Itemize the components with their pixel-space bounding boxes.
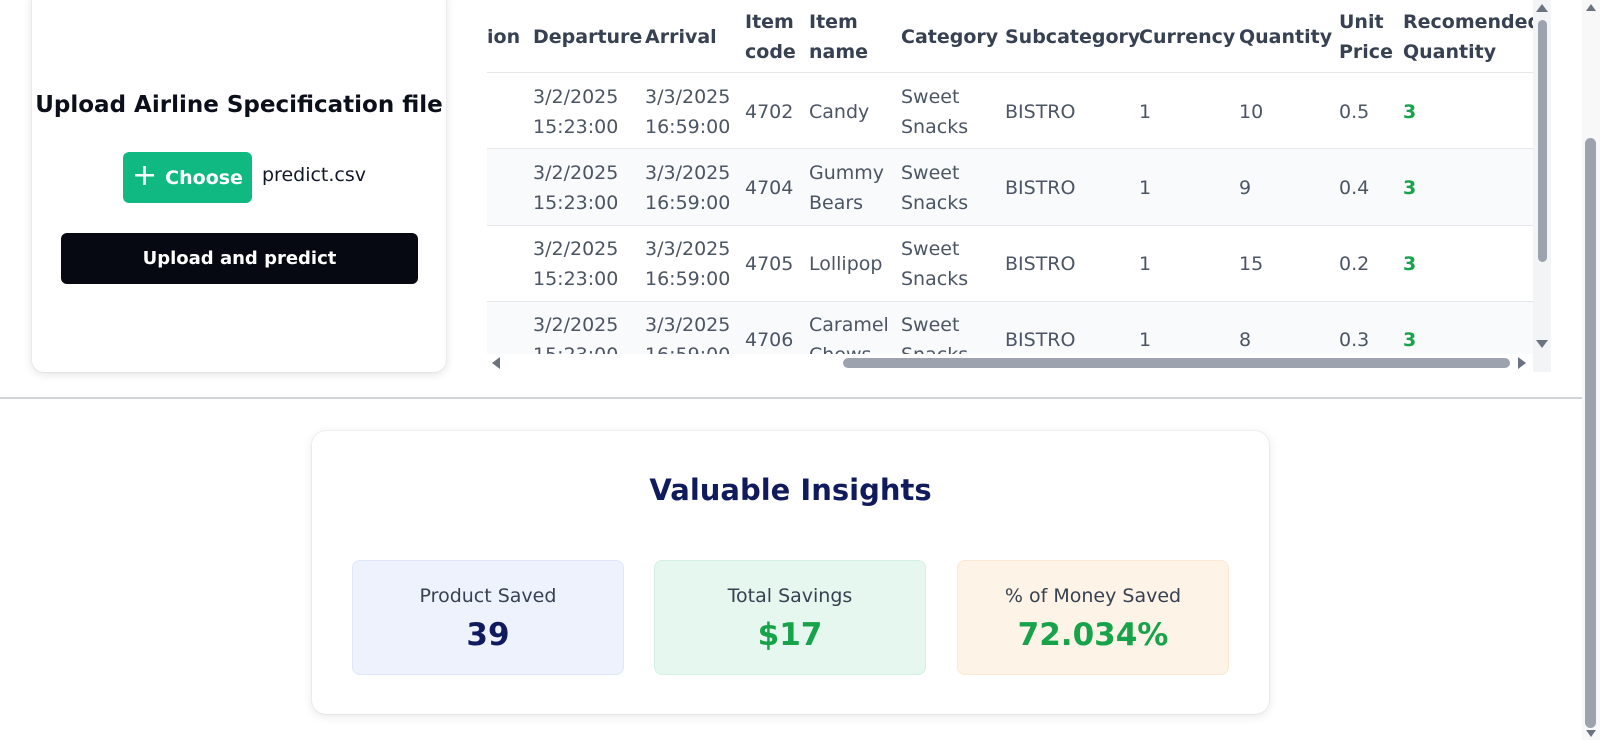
cell-subcategory: BISTRO: [1005, 329, 1076, 351]
header-divider: [487, 72, 1533, 73]
header-currency: Currency: [1139, 26, 1236, 48]
page-scrollbar-thumb[interactable]: [1585, 138, 1596, 728]
section-divider: [0, 397, 1582, 399]
upload-and-predict-button[interactable]: Upload and predict: [61, 233, 418, 284]
cell-unit-price: 0.4: [1339, 177, 1370, 199]
insights-card: Valuable Insights Product Saved 39 Total…: [312, 431, 1269, 714]
header-subcategory: Subcategory: [1005, 26, 1141, 48]
results-table[interactable]: ion Departure Arrival Item code Item nam…: [487, 0, 1533, 372]
cell-item-name: Gummy Bears: [809, 162, 885, 214]
cell-departure: 3/2/2025 15:23:00: [533, 86, 619, 138]
cell-category: Sweet Snacks: [901, 238, 969, 290]
metric-value: $17: [757, 617, 823, 653]
cell-item-code: 4705: [745, 253, 794, 275]
choose-button-label: Choose: [165, 166, 243, 189]
row-divider: [487, 301, 1533, 302]
cell-subcategory: BISTRO: [1005, 177, 1076, 199]
metric-value: 72.034%: [1017, 617, 1169, 653]
scroll-down-arrow-icon[interactable]: [1536, 340, 1548, 348]
header-unit-price: Unit Price: [1339, 11, 1393, 63]
header-arrival: Arrival: [645, 26, 717, 48]
cell-item-code: 4706: [745, 329, 794, 351]
cell-item-code: 4704: [745, 177, 794, 199]
upload-card: Upload Airline Specification file + Choo…: [32, 0, 446, 372]
plus-icon: +: [132, 157, 158, 193]
table-horizontal-scrollbar-thumb[interactable]: [843, 358, 1510, 368]
header-item-name: Item name: [809, 11, 869, 63]
cell-subcategory: BISTRO: [1005, 101, 1076, 123]
table-vertical-scrollbar-thumb[interactable]: [1538, 20, 1547, 262]
scroll-right-arrow-icon[interactable]: [1518, 357, 1526, 369]
cell-quantity: 10: [1239, 101, 1264, 123]
cell-subcategory: BISTRO: [1005, 253, 1076, 275]
cell-unit-price: 0.5: [1339, 101, 1370, 123]
upload-title: Upload Airline Specification file: [35, 92, 443, 118]
metric-total-savings: Total Savings $17: [654, 560, 926, 675]
cell-quantity: 8: [1239, 329, 1252, 351]
metric-label: Product Saved: [419, 585, 557, 607]
scroll-left-arrow-icon[interactable]: [492, 357, 500, 369]
header-quantity: Quantity: [1239, 26, 1333, 48]
metric-label: Total Savings: [727, 585, 853, 607]
cell-currency: 1: [1139, 253, 1152, 275]
insights-title: Valuable Insights: [649, 473, 932, 507]
page-scroll-up-arrow-icon[interactable]: [1586, 4, 1596, 11]
cell-unit-price: 0.3: [1339, 329, 1370, 351]
row-divider: [487, 148, 1533, 149]
header-recommended-quantity: Recomended Quantity: [1403, 11, 1533, 63]
metric-label: % of Money Saved: [1004, 585, 1182, 607]
cell-quantity: 15: [1239, 253, 1264, 275]
page-scroll-down-arrow-icon[interactable]: [1586, 730, 1596, 737]
metric-product-saved: Product Saved 39: [352, 560, 624, 675]
scroll-up-arrow-icon[interactable]: [1536, 4, 1548, 12]
cell-item-name: Lollipop: [809, 253, 883, 275]
header-route: ion: [487, 26, 521, 48]
cell-currency: 1: [1139, 101, 1152, 123]
cell-item-name: Candy: [809, 101, 870, 123]
cell-recommended-quantity: 3: [1403, 177, 1417, 199]
cell-quantity: 9: [1239, 177, 1252, 199]
cell-recommended-quantity: 3: [1403, 253, 1417, 275]
cell-arrival: 3/3/2025 16:59:00: [645, 238, 731, 290]
metric-money-saved-percent: % of Money Saved 72.034%: [957, 560, 1229, 675]
cell-departure: 3/2/2025 15:23:00: [533, 162, 619, 214]
cell-item-code: 4702: [745, 101, 794, 123]
cell-departure: 3/2/2025 15:23:00: [533, 238, 619, 290]
header-departure: Departure: [533, 26, 643, 48]
cell-currency: 1: [1139, 177, 1152, 199]
cell-recommended-quantity: 3: [1403, 101, 1417, 123]
cell-category: Sweet Snacks: [901, 86, 969, 138]
cell-arrival: 3/3/2025 16:59:00: [645, 162, 731, 214]
cell-unit-price: 0.2: [1339, 253, 1370, 275]
header-category: Category: [901, 26, 999, 48]
metric-value: 39: [466, 617, 510, 653]
table-row[interactable]: [487, 149, 1533, 225]
header-item-code: Item code: [745, 11, 796, 63]
row-divider: [487, 225, 1533, 226]
cell-currency: 1: [1139, 329, 1152, 351]
selected-file-name: predict.csv: [262, 164, 367, 186]
choose-file-button[interactable]: + Choose: [123, 152, 252, 203]
cell-category: Sweet Snacks: [901, 162, 969, 214]
cell-recommended-quantity: 3: [1403, 329, 1417, 351]
cell-arrival: 3/3/2025 16:59:00: [645, 86, 731, 138]
